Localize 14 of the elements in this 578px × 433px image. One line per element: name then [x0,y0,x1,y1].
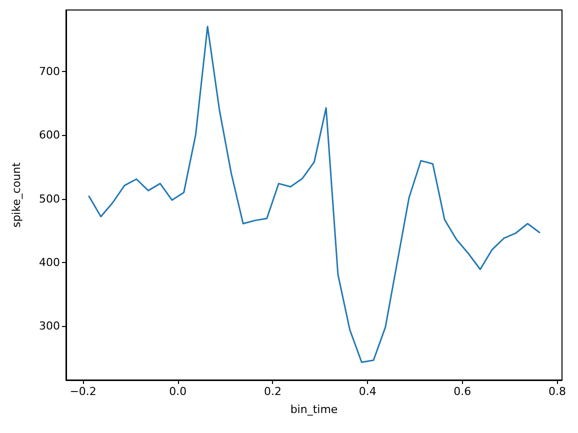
x-tick-label: 0.8 [548,385,566,398]
line-series [88,26,540,363]
x-tick-label: 0.6 [454,385,472,398]
y-tick-label: 700 [39,65,60,78]
x-tick-label: −0.2 [70,385,96,398]
y-axis-title: spike_count [10,162,23,228]
x-tick-label: 0.4 [358,385,376,398]
y-tick-label: 500 [39,192,60,206]
y-tick-label: 400 [39,256,60,269]
x-tick-label: 0.0 [169,385,187,398]
y-tick-label: 600 [39,128,60,142]
x-tick-label: 0.2 [264,385,282,398]
y-tick-label: 300 [39,319,60,332]
x-axis-title: bin_time [290,403,338,416]
